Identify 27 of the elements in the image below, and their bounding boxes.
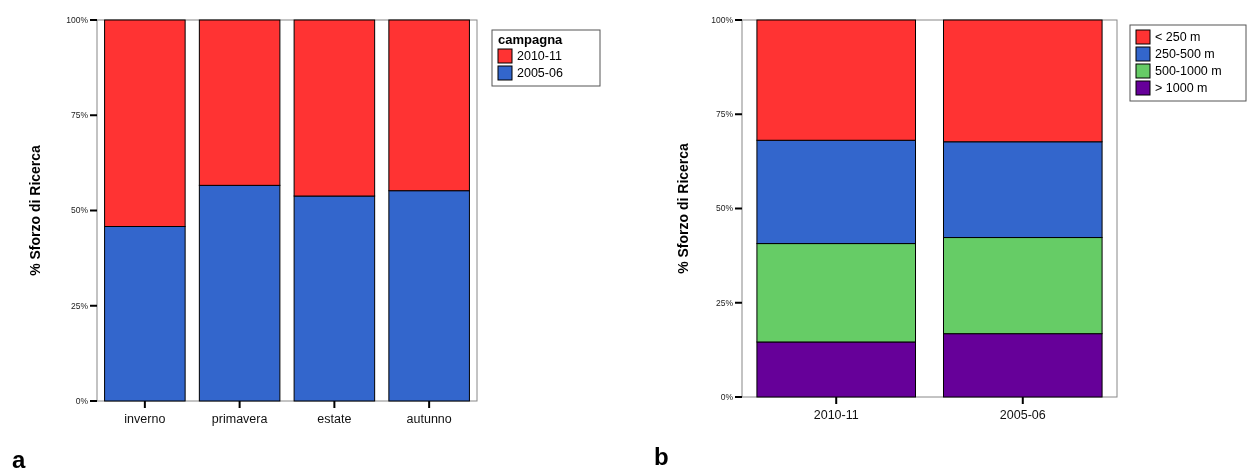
- text: a: [12, 446, 26, 473]
- legend-label: < 250 m: [1155, 30, 1201, 45]
- y-axis-title: % Sforzo di Ricerca: [27, 144, 43, 276]
- y-tick-label: 100%: [711, 14, 734, 25]
- legend-label: 250-500 m: [1155, 47, 1215, 62]
- x-tick-label: 2010-11: [813, 408, 859, 422]
- y-tick-label: 100%: [66, 14, 89, 25]
- y-tick-label: 75%: [715, 109, 734, 120]
- y-tick-label: 50%: [70, 205, 89, 216]
- y-axis-title: % Sforzo di Ricerca: [675, 142, 691, 274]
- y-tick-label: 25%: [715, 297, 734, 308]
- y-tick-label: 25%: [70, 300, 89, 311]
- y-tick-label: 50%: [715, 203, 734, 214]
- text: b: [654, 443, 669, 470]
- legend-label: 2010-11: [517, 49, 562, 64]
- x-tick-label: primavera: [211, 412, 268, 426]
- legend-label: 2005-06: [517, 66, 563, 81]
- x-tick-label: autunno: [406, 412, 452, 426]
- legend-label: 500-1000 m: [1155, 64, 1222, 79]
- legend-label: > 1000 m: [1155, 81, 1208, 96]
- y-tick-label: 75%: [70, 110, 89, 121]
- x-tick-label: 2005-06: [999, 408, 1046, 422]
- x-tick-label: inverno: [124, 412, 166, 426]
- legend-title: campagna: [498, 32, 564, 47]
- y-tick-label: 0%: [75, 395, 89, 406]
- y-tick-label: 0%: [720, 391, 734, 402]
- x-tick-label: estate: [317, 412, 352, 426]
